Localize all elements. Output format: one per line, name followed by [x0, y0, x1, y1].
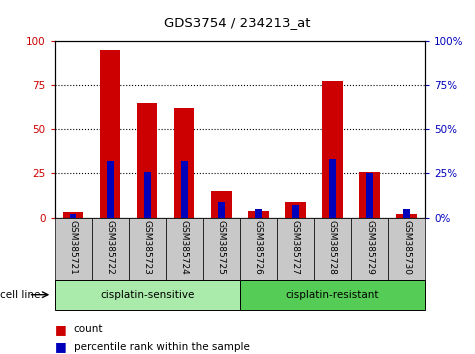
Bar	[203, 218, 240, 280]
Bar	[144, 172, 151, 218]
Bar	[351, 218, 388, 280]
Bar	[314, 218, 351, 280]
Text: GSM385726: GSM385726	[254, 219, 263, 274]
Text: GSM385728: GSM385728	[328, 219, 337, 274]
Text: GSM385725: GSM385725	[217, 219, 226, 274]
Bar	[137, 103, 157, 218]
Text: cell line: cell line	[0, 290, 41, 300]
Bar	[218, 202, 225, 218]
Bar	[240, 280, 425, 310]
Text: GSM385722: GSM385722	[106, 219, 114, 274]
Bar	[323, 81, 342, 218]
Bar	[360, 172, 380, 218]
Text: GSM385724: GSM385724	[180, 219, 189, 274]
Text: GSM385730: GSM385730	[402, 219, 411, 275]
Text: GSM385727: GSM385727	[291, 219, 300, 274]
Bar	[329, 159, 336, 218]
Text: GDS3754 / 234213_at: GDS3754 / 234213_at	[164, 16, 311, 29]
Text: GSM385721: GSM385721	[69, 219, 77, 274]
Text: percentile rank within the sample: percentile rank within the sample	[74, 342, 249, 352]
Bar	[248, 211, 268, 218]
Bar	[277, 218, 314, 280]
Bar	[166, 218, 203, 280]
Bar	[403, 209, 410, 218]
Text: cisplatin-sensitive: cisplatin-sensitive	[100, 290, 194, 300]
Bar	[211, 191, 231, 218]
Bar	[55, 218, 92, 280]
Bar	[388, 218, 425, 280]
Bar	[397, 214, 417, 218]
Text: count: count	[74, 324, 103, 334]
Bar	[255, 209, 262, 218]
Text: GSM385723: GSM385723	[143, 219, 152, 274]
Bar	[292, 205, 299, 218]
Bar	[366, 173, 373, 218]
Bar	[285, 202, 305, 218]
Bar	[92, 218, 129, 280]
Text: ■: ■	[55, 323, 66, 336]
Bar	[129, 218, 166, 280]
Text: cisplatin-resistant: cisplatin-resistant	[286, 290, 379, 300]
Bar	[70, 214, 76, 218]
Text: GSM385729: GSM385729	[365, 219, 374, 274]
Bar	[107, 161, 114, 218]
Text: ■: ■	[55, 341, 66, 353]
Bar	[174, 108, 194, 218]
Bar	[63, 212, 83, 218]
Bar	[240, 218, 277, 280]
Bar	[181, 161, 188, 218]
Bar	[55, 280, 240, 310]
Bar	[100, 50, 120, 218]
